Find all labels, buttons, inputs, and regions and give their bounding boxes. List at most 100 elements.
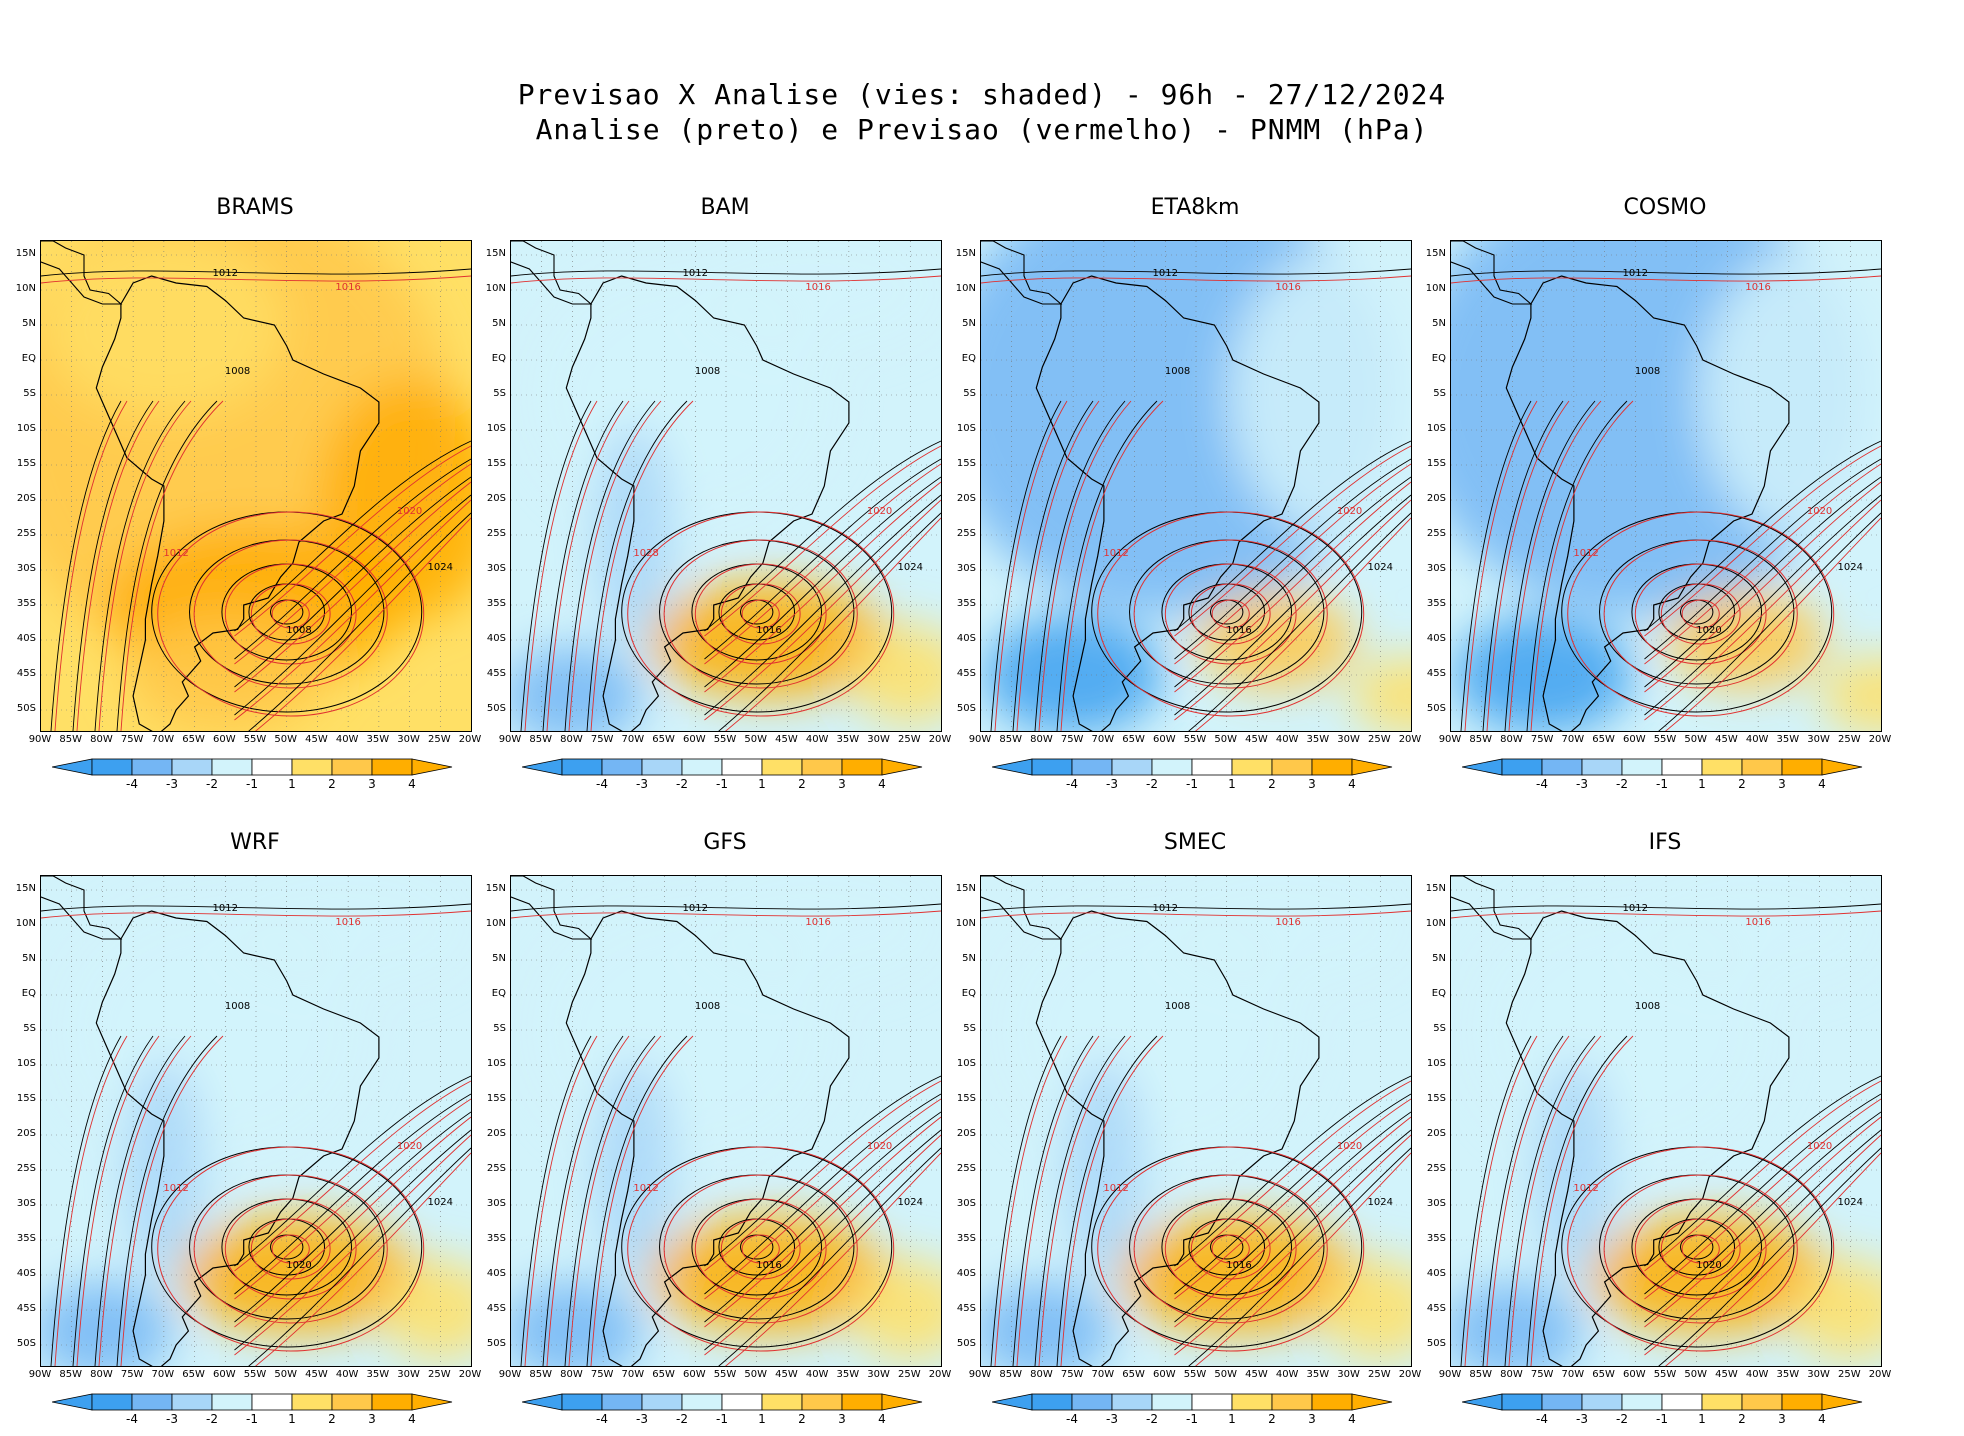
- forecast-isobar: [1603, 539, 1798, 689]
- contour-label: 1020: [1807, 1141, 1832, 1152]
- x-tick-label: 30W: [867, 734, 890, 745]
- colorbar-segment: [1661, 758, 1703, 776]
- x-tick-label: 45W: [775, 1369, 798, 1380]
- forecast-isobar: [1195, 517, 1411, 731]
- x-tick-label: 70W: [151, 1369, 175, 1380]
- forecast-isobar: [704, 445, 941, 637]
- x-tick-label: 70W: [621, 1369, 645, 1380]
- x-tick-label: 30W: [1807, 734, 1830, 745]
- y-tick-label: 10S: [1426, 1058, 1446, 1069]
- forecast-isobar: [1464, 400, 1538, 731]
- y-tick-label: 45S: [1426, 668, 1446, 679]
- x-tick-label: 65W: [652, 1369, 675, 1380]
- colorbar-tick-label: -2: [1146, 1412, 1158, 1426]
- forecast-isobar: [41, 275, 471, 284]
- x-tick-label: 50W: [1214, 1369, 1238, 1380]
- y-tick-label: 10S: [1426, 423, 1446, 434]
- y-tick-label: 15N: [485, 248, 506, 259]
- colorbar-tick-label: -3: [1106, 777, 1118, 791]
- analysis-isobar: [704, 494, 941, 716]
- colorbar-tick-label: -4: [596, 777, 608, 791]
- contour-label: 1016: [756, 1260, 781, 1271]
- colorbar-segment: [1031, 1393, 1073, 1411]
- analysis-isobar: [1174, 1093, 1411, 1295]
- colorbar-tick-label: -2: [1616, 777, 1628, 791]
- analysis-isobar: [72, 1035, 154, 1366]
- colorbar-arrow-left: [992, 758, 1033, 776]
- y-tick-label: 20S: [16, 1128, 36, 1139]
- x-tick-label: 20W: [458, 734, 482, 745]
- colorbar-tick-label: -3: [166, 1412, 178, 1426]
- x-tick-label: 45W: [305, 1369, 328, 1380]
- y-tick-label: 5S: [493, 1023, 506, 1034]
- y-tick-label: EQ: [491, 988, 506, 999]
- y-tick-label: 30S: [1426, 1198, 1446, 1209]
- contour-label: 1020: [1696, 625, 1721, 636]
- colorbar-arrow-right: [411, 758, 453, 776]
- y-tick-label: 20S: [1426, 493, 1446, 504]
- analysis-isobar: [1034, 1035, 1126, 1366]
- x-tick-label: 35W: [1776, 1369, 1800, 1380]
- y-tick-label: 15S: [1426, 458, 1446, 469]
- forecast-isobar: [1644, 1080, 1881, 1272]
- colorbar-tick-label: -2: [206, 1412, 218, 1426]
- y-tick-label: 10N: [15, 918, 36, 929]
- colorbar-tick-label: -3: [1576, 1412, 1588, 1426]
- analysis-isobar: [1644, 494, 1881, 716]
- colorbar-tick-label: 4: [878, 777, 886, 791]
- colorbar-tick-label: 2: [1268, 777, 1276, 791]
- y-tick-label: 15N: [1425, 248, 1446, 259]
- panel-title: WRF: [230, 830, 280, 855]
- y-tick-label: 15N: [1425, 883, 1446, 894]
- y-tick-label: 10N: [485, 283, 506, 294]
- forecast-isobar: [741, 599, 780, 629]
- bias-blob: [1063, 1060, 1144, 1280]
- colorbar-tick-label: 2: [1268, 1412, 1276, 1426]
- analysis-isobar: [1174, 476, 1411, 688]
- forecast-isobar: [981, 275, 1411, 284]
- contour-label: 1008: [1635, 366, 1660, 377]
- colorbar-tick-label: -3: [636, 777, 648, 791]
- x-tick-label: 75W: [1060, 734, 1084, 745]
- colorbar-tick-label: 1: [1698, 777, 1706, 791]
- y-tick-label: 5N: [1432, 953, 1446, 964]
- south-america-outline: [1505, 275, 1790, 731]
- isobars: [981, 268, 1411, 731]
- y-tick-label: 45S: [956, 1303, 976, 1314]
- x-tick-label: 70W: [1561, 734, 1585, 745]
- y-tick-label: 20S: [956, 493, 976, 504]
- colorbar-segment: [1501, 758, 1543, 776]
- y-tick-label: 10N: [15, 283, 36, 294]
- colorbar-segment: [251, 758, 293, 776]
- x-tick-label: 25W: [1837, 734, 1861, 745]
- x-tick-label: 50W: [274, 1369, 298, 1380]
- forecast-isobar: [1060, 400, 1164, 731]
- colorbar-tick-label: 3: [1778, 1412, 1786, 1426]
- bias-blob: [698, 876, 939, 985]
- analysis-isobar: [1174, 1129, 1411, 1351]
- y-tick-label: 10S: [486, 423, 506, 434]
- map-frame: 1012 1016 1008 1020 1024 1012 1008: [40, 240, 472, 732]
- forecast-isobar: [193, 539, 388, 689]
- x-tick-label: 35W: [1306, 1369, 1330, 1380]
- x-tick-label: 25W: [1367, 1369, 1391, 1380]
- x-tick-label: 75W: [120, 734, 144, 745]
- panel-title: BAM: [700, 195, 750, 220]
- panel-wrf: WRF 1012 1016 1008 1020 1024 1012 1020 15N 10N 5N E…: [0, 830, 482, 1426]
- colorbar-segment: [721, 758, 763, 776]
- colorbar-segment: [1151, 1393, 1193, 1411]
- contour-label: 1012: [1623, 268, 1648, 279]
- forecast-isobar: [193, 1174, 388, 1324]
- y-tick-label: EQ: [1431, 353, 1446, 364]
- forecast-isobar: [1060, 1035, 1164, 1366]
- forecast-isobar: [1211, 599, 1250, 629]
- y-tick-label: 10S: [16, 423, 36, 434]
- forecast-isobar: [120, 400, 224, 731]
- x-tick-label: 40W: [1745, 1369, 1769, 1380]
- forecast-isobar: [1097, 511, 1365, 717]
- y-tick-label: 25S: [1426, 528, 1446, 539]
- colorbar-tick-label: -4: [126, 777, 138, 791]
- analysis-isobar: [1644, 476, 1881, 688]
- colorbar-segment: [1191, 758, 1233, 776]
- colorbar-segment: [331, 1393, 373, 1411]
